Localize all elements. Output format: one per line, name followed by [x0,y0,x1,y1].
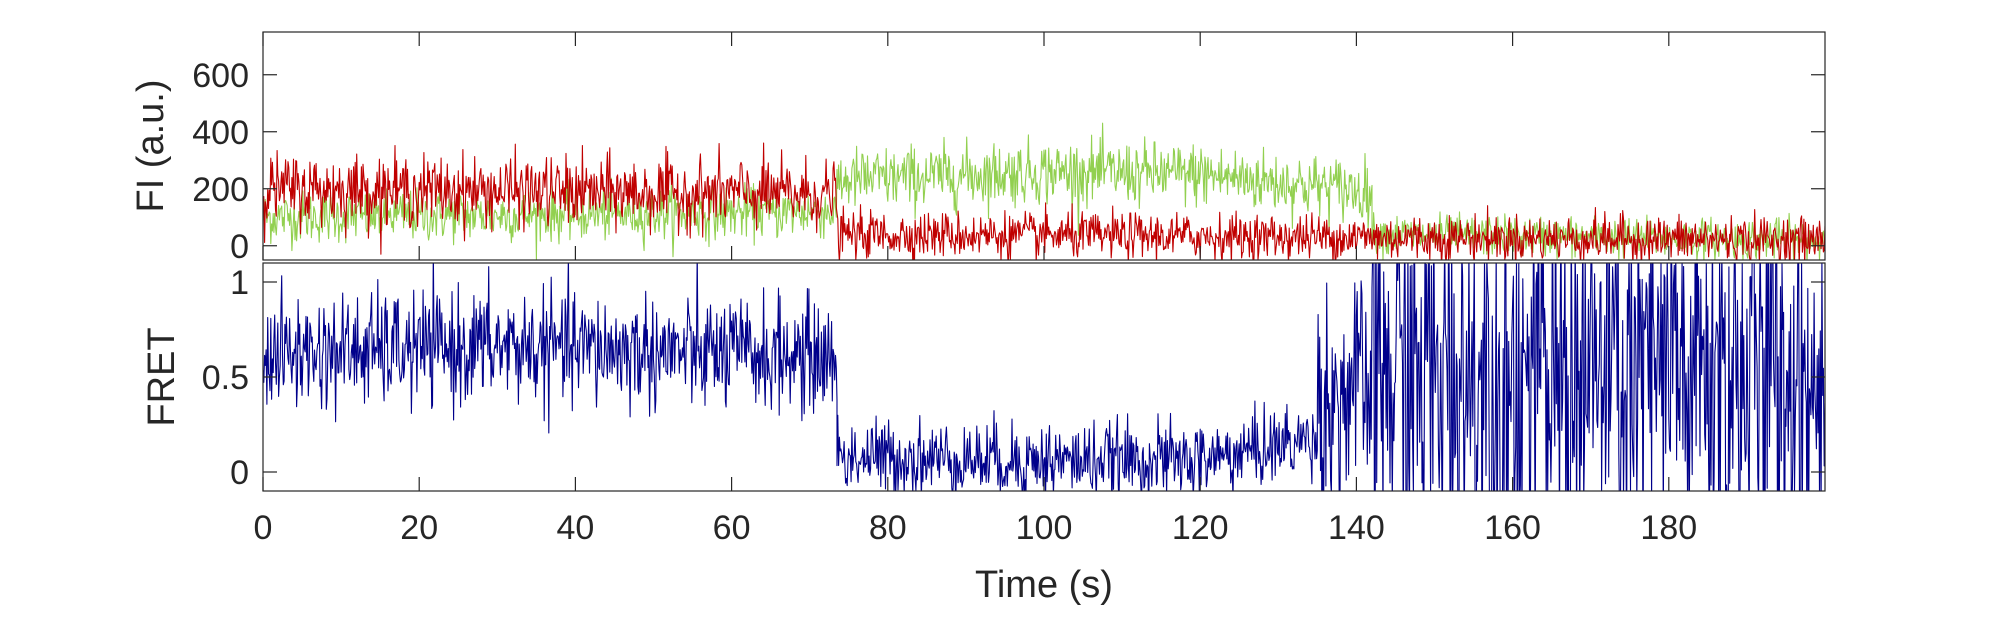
intensity-y-tick-label: 200 [192,171,249,209]
fret-series-line-0 [263,263,1825,491]
time-x-ticks: 0 20 40 60 80 100 120 140 160 180 [254,32,1697,547]
intensity-y-ticks: 0 200 400 600 [192,57,1825,266]
intensity-series-line-1 [263,142,1825,260]
time-x-label: Time (s) [975,564,1113,606]
time-x-tick-label: 40 [556,509,594,547]
intensity-y-tick-label: 400 [192,114,249,152]
time-x-tick-label: 100 [1016,509,1073,547]
fret-y-tick-label: 0.5 [202,359,249,397]
time-x-tick-label: 180 [1640,509,1697,547]
intensity-traces [263,122,1825,260]
fret-y-ticks: 00.51 [202,264,1825,492]
time-x-tick-label: 160 [1484,509,1541,547]
fret-traces [263,263,1825,491]
fret-y-tick-label: 1 [230,264,249,302]
fret-panel: 00.51 0 20 40 60 80 100 120 140 160 180 FRET Time… [141,32,1826,606]
time-x-tick-label: 60 [713,509,751,547]
intensity-y-tick-label: 0 [230,228,249,266]
intensity-panel: 0 200 400 600 FI (a.u.) [130,31,1826,266]
intensity-y-tick-label: 600 [192,57,249,95]
time-x-tick-label: 80 [869,509,907,547]
time-x-tick-label: 20 [400,509,438,547]
fret-y-label: FRET [141,327,183,426]
time-x-tick-label: 140 [1328,509,1385,547]
intensity-y-label: FI (a.u.) [130,79,172,212]
fret-y-tick-label: 0 [230,454,249,492]
time-x-tick-label: 0 [254,509,273,547]
time-x-tick-label: 120 [1172,509,1229,547]
